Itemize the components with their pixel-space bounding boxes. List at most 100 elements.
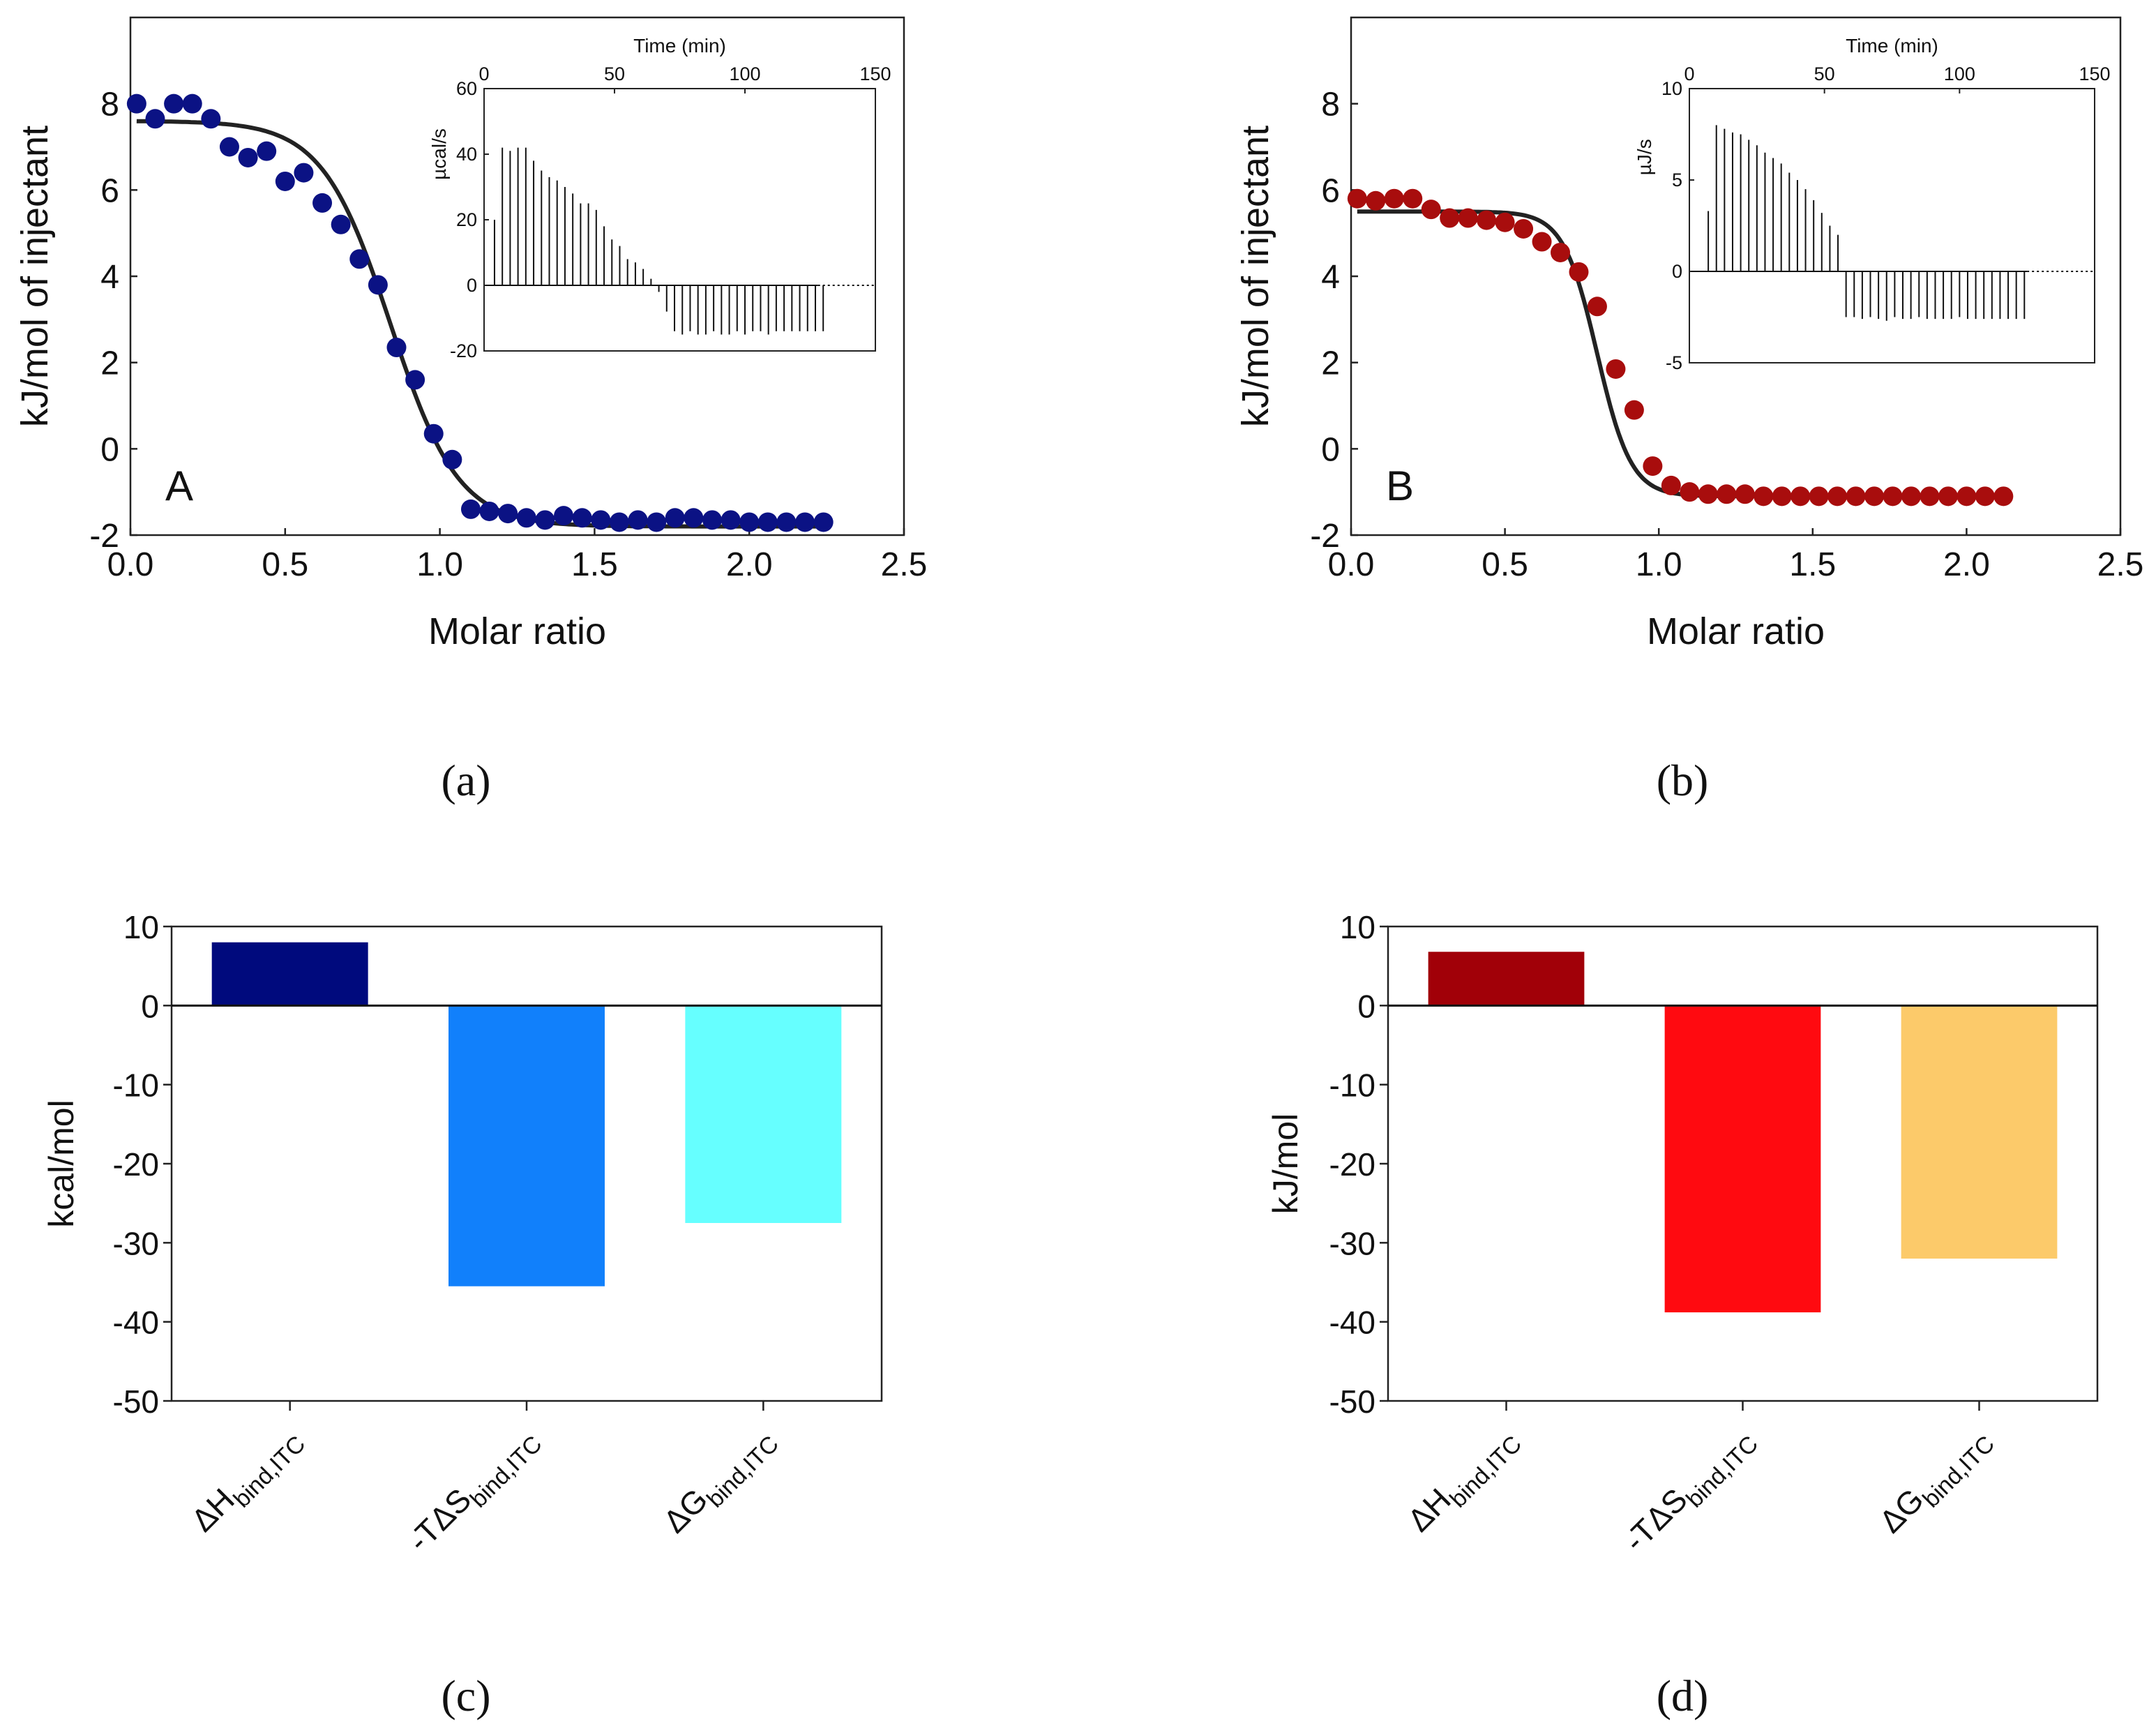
data-point [795, 512, 815, 532]
data-point [535, 510, 555, 530]
data-point [1754, 486, 1774, 507]
inset-x-tick-label: 50 [1814, 63, 1835, 84]
bar [1901, 1005, 2058, 1259]
panel-c-thermodynamics-bar-chart: 10 0 -10 -20 -30 -40 -50 kcal/mol ΔHbind,ITC -TΔS… [42, 909, 883, 1720]
data-point [1717, 484, 1737, 504]
y-tick-label: 0 [100, 431, 119, 468]
data-point [1347, 188, 1367, 209]
x-tick-label-subscript: bind,ITC [465, 1431, 548, 1513]
inset-x-tick-label: 150 [2079, 63, 2110, 84]
data-point [1680, 482, 1700, 502]
data-point [1421, 200, 1441, 220]
data-point [776, 512, 797, 532]
data-point [1827, 486, 1848, 507]
x-tick-label: 1.0 [1636, 546, 1682, 583]
x-tick-label: ΔHbind,ITC [1401, 1418, 1527, 1544]
y-tick-label: 2 [1321, 345, 1340, 382]
inset-y-tick-label: 5 [1672, 170, 1682, 190]
data-point [609, 512, 629, 532]
data-point [591, 510, 611, 530]
x-tick-label: -TΔSbind,ITC [400, 1418, 547, 1564]
y-tick-label: 6 [100, 172, 119, 209]
data-point [275, 171, 295, 191]
x-tick-label: -TΔSbind,ITC [1617, 1418, 1763, 1564]
data-point [684, 508, 704, 528]
data-point [312, 193, 333, 213]
data-point [813, 512, 834, 532]
data-point [628, 510, 648, 530]
data-point [757, 512, 778, 532]
data-point [386, 338, 407, 358]
data-point [1735, 484, 1755, 504]
inset-frame [1689, 88, 2095, 363]
data-point [647, 512, 667, 532]
y-tick-label: -40 [1329, 1305, 1375, 1341]
panel-caption: (d) [1657, 1671, 1709, 1720]
data-point [405, 370, 425, 390]
x-axis-label: Molar ratio [428, 610, 606, 652]
data-point [1809, 486, 1829, 507]
x-tick-label-subscript: bind,ITC [702, 1431, 784, 1513]
data-point [294, 163, 314, 183]
x-tick-label-subscript: bind,ITC [1681, 1431, 1763, 1513]
data-point [257, 141, 277, 161]
inset-thermogram: 0 50 100 150 -5 0 5 10 Time (min) µJ/s [1634, 35, 2111, 373]
x-tick-label: 0.0 [107, 546, 154, 583]
y-tick-label: -50 [1329, 1383, 1375, 1420]
data-point [1403, 188, 1423, 209]
inset-y-axis-label: µcal/s [428, 128, 450, 180]
y-tick-label: 10 [123, 909, 159, 945]
data-point [1957, 486, 1977, 507]
y-tick-label: 8 [100, 87, 119, 123]
inset-x-tick-label: 50 [604, 63, 625, 84]
inset-thermogram: 0 50 100 150 -20 0 20 40 60 Time (min) µcal/s [428, 35, 891, 361]
y-tick-label: -10 [113, 1067, 159, 1104]
data-point [1477, 210, 1497, 230]
data-point [1993, 486, 2014, 507]
y-tick-label: 4 [1321, 259, 1340, 296]
data-point [1698, 484, 1718, 504]
data-point [1495, 212, 1515, 232]
data-point [1384, 188, 1404, 209]
data-point [1569, 262, 1589, 282]
y-tick-label: -20 [113, 1146, 159, 1183]
data-point [1791, 486, 1811, 507]
y-tick-label: 0 [141, 988, 159, 1024]
data-point [201, 109, 221, 129]
x-tick-label: ΔGbind,ITC [656, 1418, 784, 1545]
y-tick-label: -30 [113, 1225, 159, 1261]
x-tick-label: 1.0 [416, 546, 463, 583]
y-tick-label: -50 [113, 1383, 159, 1420]
data-point [349, 249, 370, 269]
data-point [665, 508, 685, 528]
inset-x-tick-label: 0 [478, 63, 489, 84]
data-point [1772, 486, 1792, 507]
inset-frame [483, 88, 876, 352]
data-point [1514, 218, 1534, 239]
data-point [164, 93, 184, 114]
data-point [1643, 456, 1663, 477]
inset-y-tick-label: 40 [456, 144, 477, 165]
x-tick-label-subscript: bind,ITC [1445, 1431, 1527, 1513]
inset-y-tick-label: -20 [450, 340, 477, 361]
bar [211, 942, 368, 1006]
data-point [145, 109, 165, 129]
panel-d-thermodynamics-bar-chart: 10 0 -10 -20 -30 -40 -50 kJ/mol ΔHbind,ITC -TΔSbi… [1266, 909, 2099, 1720]
x-tick-label: 2.0 [1943, 546, 1990, 583]
x-tick-label-subscript: bind,ITC [228, 1431, 310, 1513]
data-point [1883, 486, 1903, 507]
inset-x-tick-label: 100 [729, 63, 760, 84]
x-tick-label: 2.0 [726, 546, 773, 583]
inset-y-tick-label: 20 [456, 209, 477, 230]
panel-caption: (b) [1657, 756, 1709, 805]
panel-label: B [1386, 463, 1414, 509]
data-point [1864, 486, 1885, 507]
data-point [721, 510, 741, 530]
data-point [572, 508, 592, 528]
data-point [1551, 242, 1571, 262]
data-point [368, 275, 388, 295]
bar [685, 1005, 842, 1223]
data-point [126, 93, 146, 114]
data-point [1846, 486, 1866, 507]
data-point [1901, 486, 1921, 507]
